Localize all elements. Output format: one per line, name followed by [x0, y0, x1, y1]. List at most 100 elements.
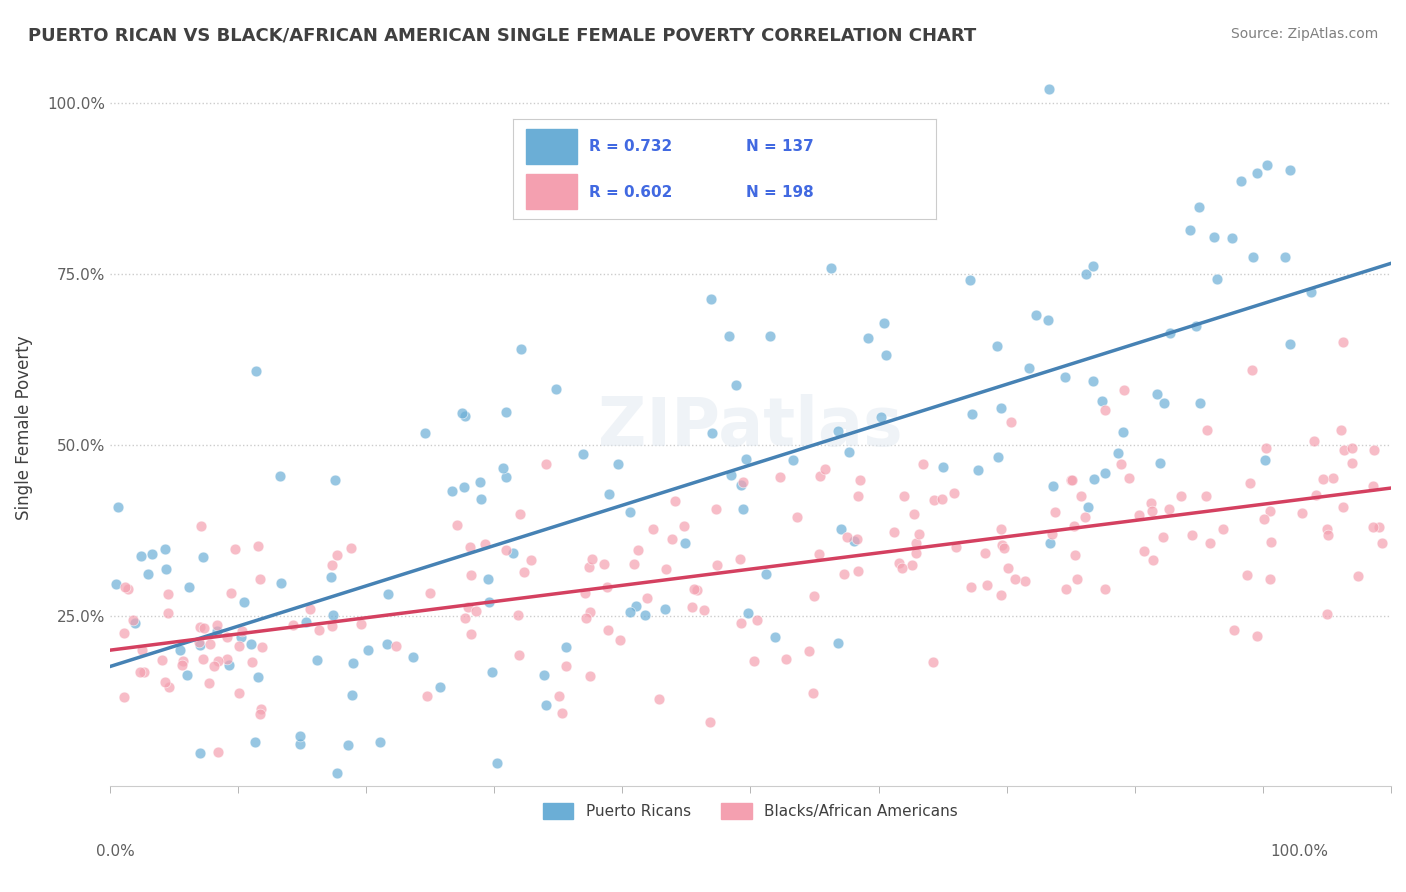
Point	[340, 688, 363, 702]
Point	[228, 639, 250, 653]
Point	[464, 604, 486, 618]
Point	[1000, 415, 1022, 429]
Point	[322, 607, 344, 622]
Point	[1246, 166, 1268, 180]
Point	[1303, 434, 1326, 449]
Point	[112, 625, 135, 640]
Point	[619, 605, 641, 619]
Legend: Puerto Ricans, Blacks/African Americans: Puerto Ricans, Blacks/African Americans	[537, 797, 965, 825]
Point	[759, 328, 782, 343]
Point	[1142, 553, 1164, 567]
Point	[945, 540, 967, 554]
Point	[786, 509, 808, 524]
Point	[229, 630, 252, 644]
Point	[858, 330, 880, 344]
Point	[477, 573, 499, 587]
Point	[706, 501, 728, 516]
Point	[1279, 337, 1302, 351]
Point	[485, 756, 508, 770]
Point	[619, 506, 641, 520]
Point	[240, 655, 263, 669]
Point	[170, 658, 193, 673]
Point	[107, 500, 129, 514]
Point	[457, 599, 479, 614]
Point	[534, 698, 557, 712]
Point	[177, 580, 200, 594]
Point	[141, 547, 163, 561]
Point	[1094, 466, 1116, 480]
Point	[681, 600, 703, 615]
Point	[1077, 500, 1099, 514]
Point	[198, 676, 221, 690]
Point	[207, 745, 229, 759]
Point	[402, 649, 425, 664]
Point	[250, 640, 273, 654]
Point	[574, 586, 596, 600]
Point	[803, 686, 825, 700]
Point	[976, 578, 998, 592]
Point	[451, 406, 474, 420]
Point	[931, 460, 953, 475]
Point	[1341, 441, 1364, 455]
Point	[377, 587, 399, 601]
Point	[673, 519, 696, 533]
Point	[1070, 489, 1092, 503]
Point	[883, 524, 905, 539]
Point	[908, 526, 931, 541]
Point	[873, 316, 896, 330]
Point	[986, 339, 1008, 353]
Point	[967, 463, 990, 477]
Point	[492, 461, 515, 475]
Point	[454, 409, 477, 423]
Point	[820, 260, 842, 275]
Point	[838, 444, 860, 458]
Point	[446, 517, 468, 532]
Point	[357, 643, 380, 657]
Point	[349, 617, 371, 632]
Point	[848, 564, 870, 578]
Point	[440, 483, 463, 498]
Point	[1170, 489, 1192, 503]
Point	[495, 405, 517, 419]
Point	[1316, 528, 1339, 542]
Point	[207, 624, 229, 638]
Point	[218, 657, 240, 672]
Point	[520, 553, 543, 567]
Point	[900, 558, 922, 573]
Point	[416, 690, 439, 704]
Point	[803, 589, 825, 603]
Text: PUERTO RICAN VS BLACK/AFRICAN AMERICAN SINGLE FEMALE POVERTY CORRELATION CHART: PUERTO RICAN VS BLACK/AFRICAN AMERICAN S…	[28, 27, 976, 45]
Point	[470, 491, 492, 506]
Point	[849, 474, 872, 488]
Point	[205, 617, 228, 632]
Point	[1112, 425, 1135, 439]
Point	[808, 547, 831, 561]
Point	[830, 522, 852, 536]
Point	[624, 599, 647, 614]
Point	[1274, 250, 1296, 264]
Point	[905, 546, 928, 560]
Point	[105, 576, 128, 591]
Point	[478, 594, 501, 608]
Point	[1091, 393, 1114, 408]
Point	[661, 532, 683, 546]
Point	[219, 586, 242, 600]
Point	[1254, 452, 1277, 467]
Point	[730, 478, 752, 492]
Point	[551, 706, 574, 721]
Point	[960, 407, 983, 421]
Point	[190, 518, 212, 533]
Point	[188, 638, 211, 652]
Point	[1340, 457, 1362, 471]
Point	[1076, 267, 1098, 281]
Point	[153, 542, 176, 557]
Point	[1060, 473, 1083, 487]
Point	[1004, 572, 1026, 586]
Point	[156, 587, 179, 601]
Point	[1256, 441, 1278, 455]
Point	[627, 543, 650, 558]
Point	[664, 493, 686, 508]
Point	[239, 637, 262, 651]
Point	[654, 602, 676, 616]
Point	[460, 627, 482, 641]
